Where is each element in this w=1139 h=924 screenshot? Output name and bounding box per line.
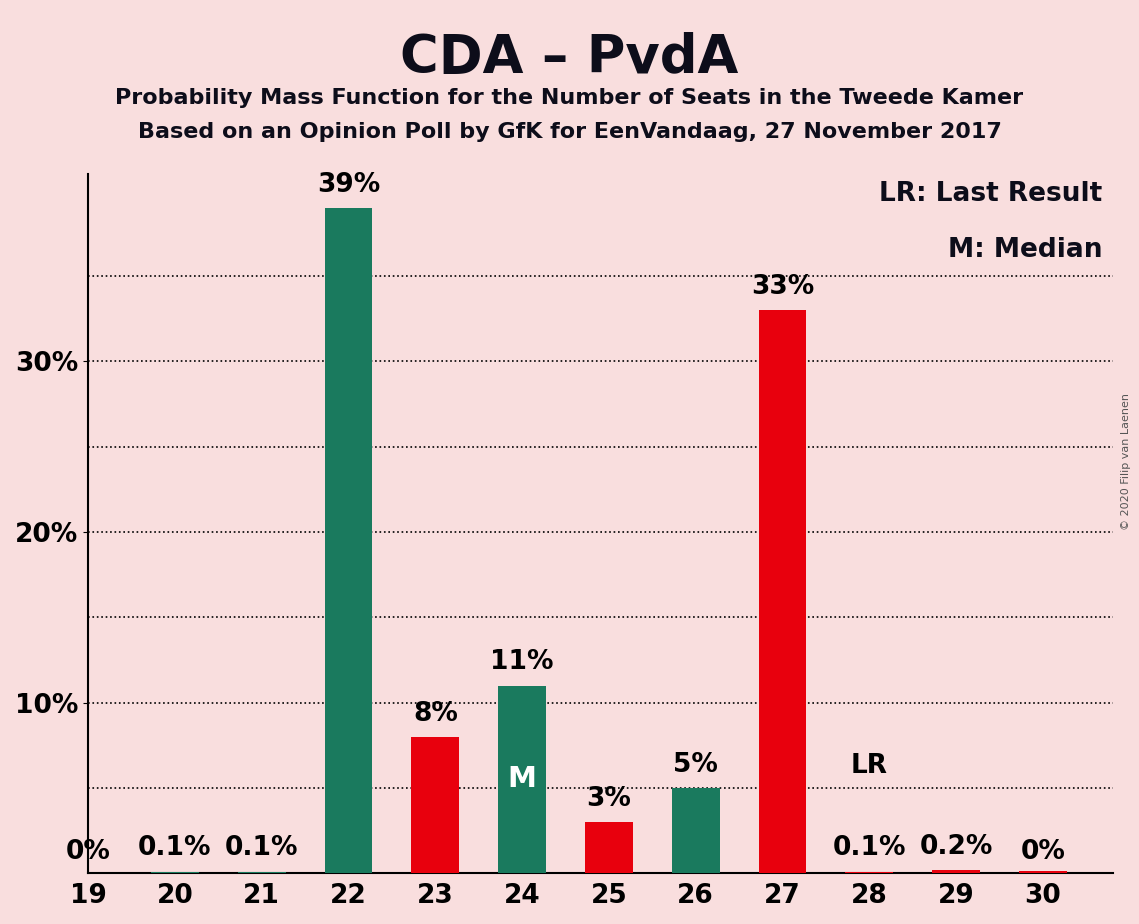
Text: 8%: 8% [412,700,458,726]
Bar [151,871,199,873]
Bar [759,310,806,873]
Text: CDA – PvdA: CDA – PvdA [400,32,739,84]
Text: Probability Mass Function for the Number of Seats in the Tweede Kamer: Probability Mass Function for the Number… [115,88,1024,108]
Text: 0.2%: 0.2% [919,833,993,859]
Text: 0.1%: 0.1% [833,835,907,861]
Text: 0%: 0% [66,839,110,865]
Text: LR: Last Result: LR: Last Result [879,181,1103,207]
Text: Based on an Opinion Poll by GfK for EenVandaag, 27 November 2017: Based on an Opinion Poll by GfK for EenV… [138,122,1001,142]
Bar [498,686,546,873]
Bar [1019,870,1067,873]
Text: 0.1%: 0.1% [226,835,298,861]
Text: 39%: 39% [317,172,380,198]
Text: 11%: 11% [491,650,554,675]
Text: 0%: 0% [1021,839,1065,865]
Bar [238,871,286,873]
Bar [325,208,372,873]
Bar [411,736,459,873]
Text: 33%: 33% [751,274,814,300]
Text: 0.1%: 0.1% [138,835,212,861]
Text: © 2020 Filip van Laenen: © 2020 Filip van Laenen [1121,394,1131,530]
Bar [585,822,633,873]
Bar [933,869,980,873]
Text: 5%: 5% [673,752,719,778]
Bar [672,788,720,873]
Text: M: M [508,765,536,794]
Text: M: Median: M: Median [948,237,1103,262]
Text: 3%: 3% [587,785,631,812]
Text: LR: LR [851,753,887,780]
Bar [845,871,893,873]
